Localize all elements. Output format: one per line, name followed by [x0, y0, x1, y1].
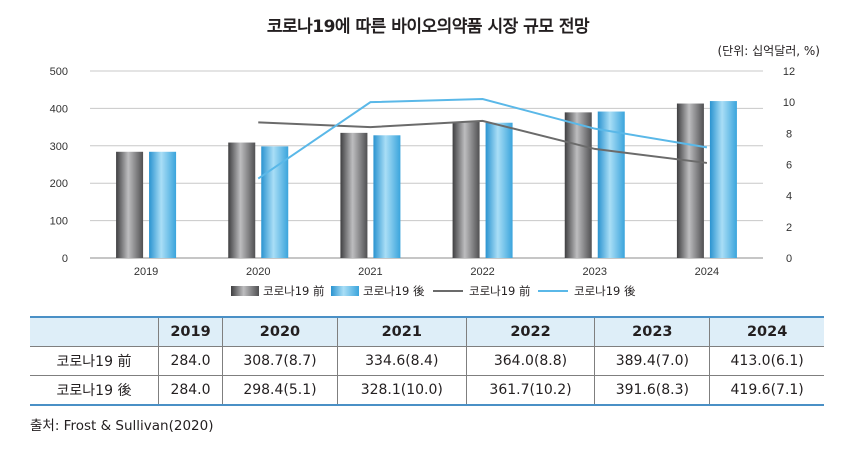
legend-line-before-label: 코로나19 前	[469, 284, 531, 298]
legend-line-after-label: 코로나19 後	[574, 284, 636, 298]
table-cell: 334.6(8.4)	[336, 346, 467, 376]
table-cell: 298.4(5.1)	[221, 375, 338, 406]
bar-after-covid	[373, 135, 401, 258]
bar-before-covid	[452, 121, 480, 258]
x-tick-label: 2019	[134, 266, 158, 278]
y-right-tick-label: 4	[786, 191, 792, 203]
table-header-cell: 2024	[709, 316, 824, 347]
x-tick-label: 2020	[246, 266, 270, 278]
table-header-cell: 2019	[158, 316, 223, 347]
bar-before-covid	[564, 112, 592, 258]
y-right-tick-label: 12	[783, 66, 795, 78]
chart-title: 코로나19에 따른 바이오의약품 시장 규모 전망	[266, 17, 590, 37]
bar-after-covid	[261, 146, 289, 258]
legend-bar-before-swatch	[231, 286, 259, 296]
bar-before-covid	[676, 103, 704, 259]
line-before-covid	[258, 119, 708, 164]
y-right-tick-label: 10	[783, 97, 795, 109]
source-note: 출처: Frost & Sullivan(2020)	[30, 418, 214, 434]
legend-bar-before-label: 코로나19 前	[263, 284, 325, 298]
table-cell: 419.6(7.1)	[709, 375, 824, 406]
table-cell: 361.7(10.2)	[465, 375, 596, 406]
y-right-tick-label: 2	[786, 222, 792, 234]
y-left-tick-label: 500	[50, 66, 68, 78]
table-cell: 328.1(10.0)	[336, 375, 467, 406]
table-header-cell: 2020	[221, 316, 338, 347]
table-row-label: 코로나19 後	[30, 375, 159, 406]
y-right-tick-label: 6	[786, 160, 792, 172]
y-left-tick-label: 200	[50, 178, 68, 190]
table-cell: 413.0(6.1)	[709, 346, 824, 376]
x-tick-label: 2022	[470, 266, 494, 278]
unit-label: (단위: 십억달러, %)	[717, 44, 821, 58]
bar-after-covid	[597, 111, 625, 259]
legend-bar-after-label: 코로나19 後	[363, 284, 425, 298]
table-cell: 284.0	[158, 375, 223, 406]
table-cell: 391.6(8.3)	[594, 375, 711, 406]
legend-bar-after-swatch	[331, 286, 359, 296]
x-tick-label: 2021	[358, 266, 382, 278]
bar-before-covid	[116, 151, 144, 258]
table-header-cell: 2021	[336, 316, 467, 347]
y-right-tick-label: 8	[786, 128, 792, 140]
y-left-tick-label: 0	[62, 253, 68, 265]
table-cell: 364.0(8.8)	[465, 346, 596, 376]
table-header-cell: 2022	[465, 316, 596, 347]
y-left-tick-label: 300	[50, 141, 68, 153]
chart-canvas: 0 100 200 300 400 500 0 2 4 6 8 10 12 2019 2020 2021 202…	[50, 66, 795, 298]
table-row: 코로나19 前 284.0 308.7(8.7) 334.6(8.4) 364.…	[30, 346, 824, 376]
table-header-cell	[30, 316, 159, 347]
table-cell: 308.7(8.7)	[221, 346, 338, 376]
table-row-label: 코로나19 前	[30, 346, 159, 376]
y-left-tick-label: 100	[50, 216, 68, 228]
bar-before-covid	[340, 132, 368, 258]
line-after-covid	[257, 98, 708, 180]
bar-before-covid	[228, 142, 256, 258]
table-cell: 389.4(7.0)	[594, 346, 711, 376]
bar-after-covid	[485, 122, 513, 258]
x-tick-label: 2024	[695, 266, 719, 278]
y-left-tick-label: 400	[50, 103, 68, 115]
table-cell: 284.0	[158, 346, 223, 376]
table-header-cell: 2023	[594, 316, 711, 347]
bar-after-covid	[709, 101, 737, 258]
y-right-tick-label: 0	[786, 253, 792, 265]
bar-after-covid	[149, 151, 177, 258]
table-row: 코로나19 後 284.0 298.4(5.1) 328.1(10.0) 361…	[30, 375, 824, 406]
table-header-row: 2019 2020 2021 2022 2023 2024	[30, 316, 824, 347]
x-tick-label: 2023	[583, 266, 607, 278]
data-table: 2019 2020 2021 2022 2023 2024 코로나19 前 28…	[30, 316, 824, 406]
